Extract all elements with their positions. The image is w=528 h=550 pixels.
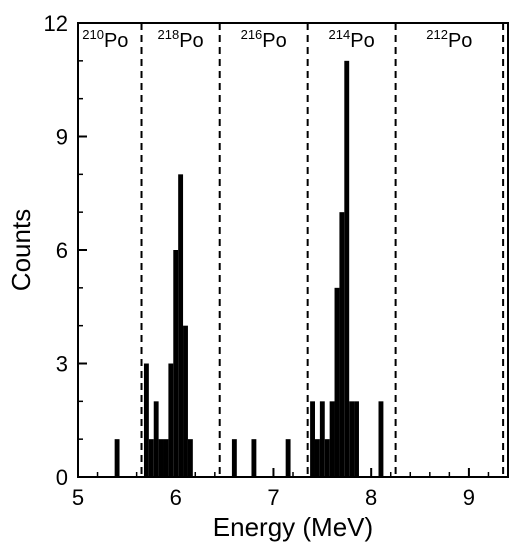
isotope-element: Po: [179, 30, 203, 52]
histogram-bar: [187, 439, 193, 477]
y-tick-label: 3: [56, 352, 68, 377]
y-axis-ticks: 0 3 6 9 12: [44, 11, 87, 490]
isotope-mass-number: 218: [158, 27, 180, 42]
histogram-bar: [349, 401, 355, 477]
x-tick-label: 6: [170, 485, 182, 510]
isotope-element: Po: [104, 30, 128, 52]
y-tick-label: 12: [44, 11, 68, 36]
histogram-bar: [324, 439, 330, 477]
histogram-bar: [310, 401, 315, 477]
isotope-mass-number: 212: [426, 27, 448, 42]
histogram-bar: [314, 439, 320, 477]
y-axis-label: Counts: [6, 209, 36, 291]
isotope-label: 212Po: [426, 27, 472, 52]
histogram-bar: [173, 250, 179, 477]
isotope-region-labels: 210Po 218Po 216Po 214Po 212Po: [82, 27, 472, 52]
isotope-label: 218Po: [158, 27, 204, 52]
isotope-mass-number: 216: [241, 27, 263, 42]
histogram-bar: [158, 439, 164, 477]
histogram-bar: [231, 439, 237, 477]
histogram-bar: [143, 363, 149, 477]
histogram-bar: [339, 212, 345, 477]
histogram-bar: [378, 401, 384, 477]
histogram-bar: [148, 439, 154, 477]
region-dividers: [140, 23, 505, 477]
histogram-bar: [178, 174, 184, 478]
y-tick-label: 9: [56, 125, 68, 150]
x-tick-label: 8: [365, 485, 377, 510]
isotope-element: Po: [350, 30, 374, 52]
histogram-bar: [344, 60, 350, 477]
histogram-bar: [163, 439, 169, 477]
histogram-bar: [168, 363, 174, 477]
histogram-bar: [153, 401, 159, 477]
histogram-bar: [183, 325, 188, 477]
isotope-label: 216Po: [241, 27, 287, 52]
histogram-bar: [285, 439, 291, 477]
histogram-bar: [354, 401, 359, 477]
x-axis-ticks: 5 6 7 8 9: [72, 468, 490, 510]
histogram-bars: [114, 60, 384, 478]
histogram-bar: [251, 439, 257, 477]
y-tick-label: 6: [56, 238, 68, 263]
x-tick-label: 9: [463, 485, 475, 510]
isotope-element: Po: [448, 30, 472, 52]
isotope-label: 210Po: [82, 27, 128, 52]
histogram-bar: [319, 401, 325, 477]
isotope-mass-number: 210: [82, 27, 104, 42]
histogram-bar: [329, 401, 335, 477]
y-tick-label: 0: [56, 465, 68, 490]
isotope-element: Po: [262, 30, 286, 52]
isotope-mass-number: 214: [329, 27, 351, 42]
histogram-bar: [114, 439, 120, 477]
x-tick-label: 5: [72, 485, 84, 510]
isotope-label: 214Po: [329, 27, 375, 52]
x-tick-label: 7: [267, 485, 279, 510]
x-axis-label: Energy (MeV): [213, 512, 373, 542]
histogram-bar: [334, 287, 340, 477]
